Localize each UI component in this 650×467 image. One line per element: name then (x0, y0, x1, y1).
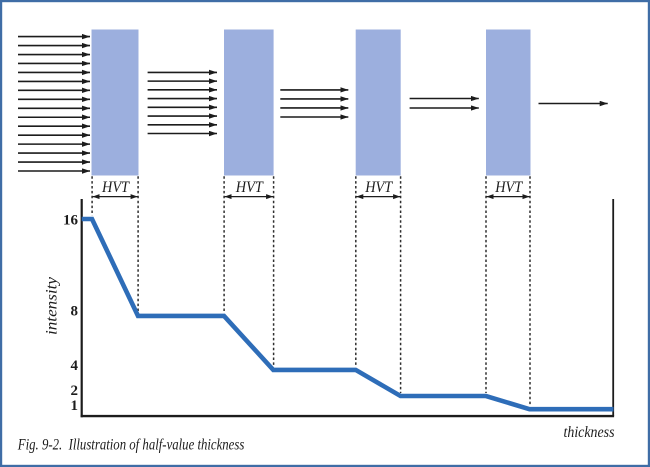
svg-text:HVT: HVT (101, 178, 130, 196)
svg-text:HVT: HVT (364, 178, 393, 196)
svg-text:thickness: thickness (564, 424, 615, 441)
svg-text:HVT: HVT (235, 178, 264, 196)
svg-text:1: 1 (71, 398, 79, 414)
svg-text:16: 16 (63, 212, 79, 228)
svg-text:Fig. 9-2. Illustration of hal: Fig. 9-2. Illustration of half-value thi… (17, 434, 244, 453)
svg-text:HVT: HVT (494, 178, 523, 196)
svg-text:2: 2 (71, 383, 79, 399)
svg-text:8: 8 (71, 304, 79, 320)
svg-text:intensity: intensity (44, 277, 61, 335)
svg-text:4: 4 (71, 358, 79, 374)
